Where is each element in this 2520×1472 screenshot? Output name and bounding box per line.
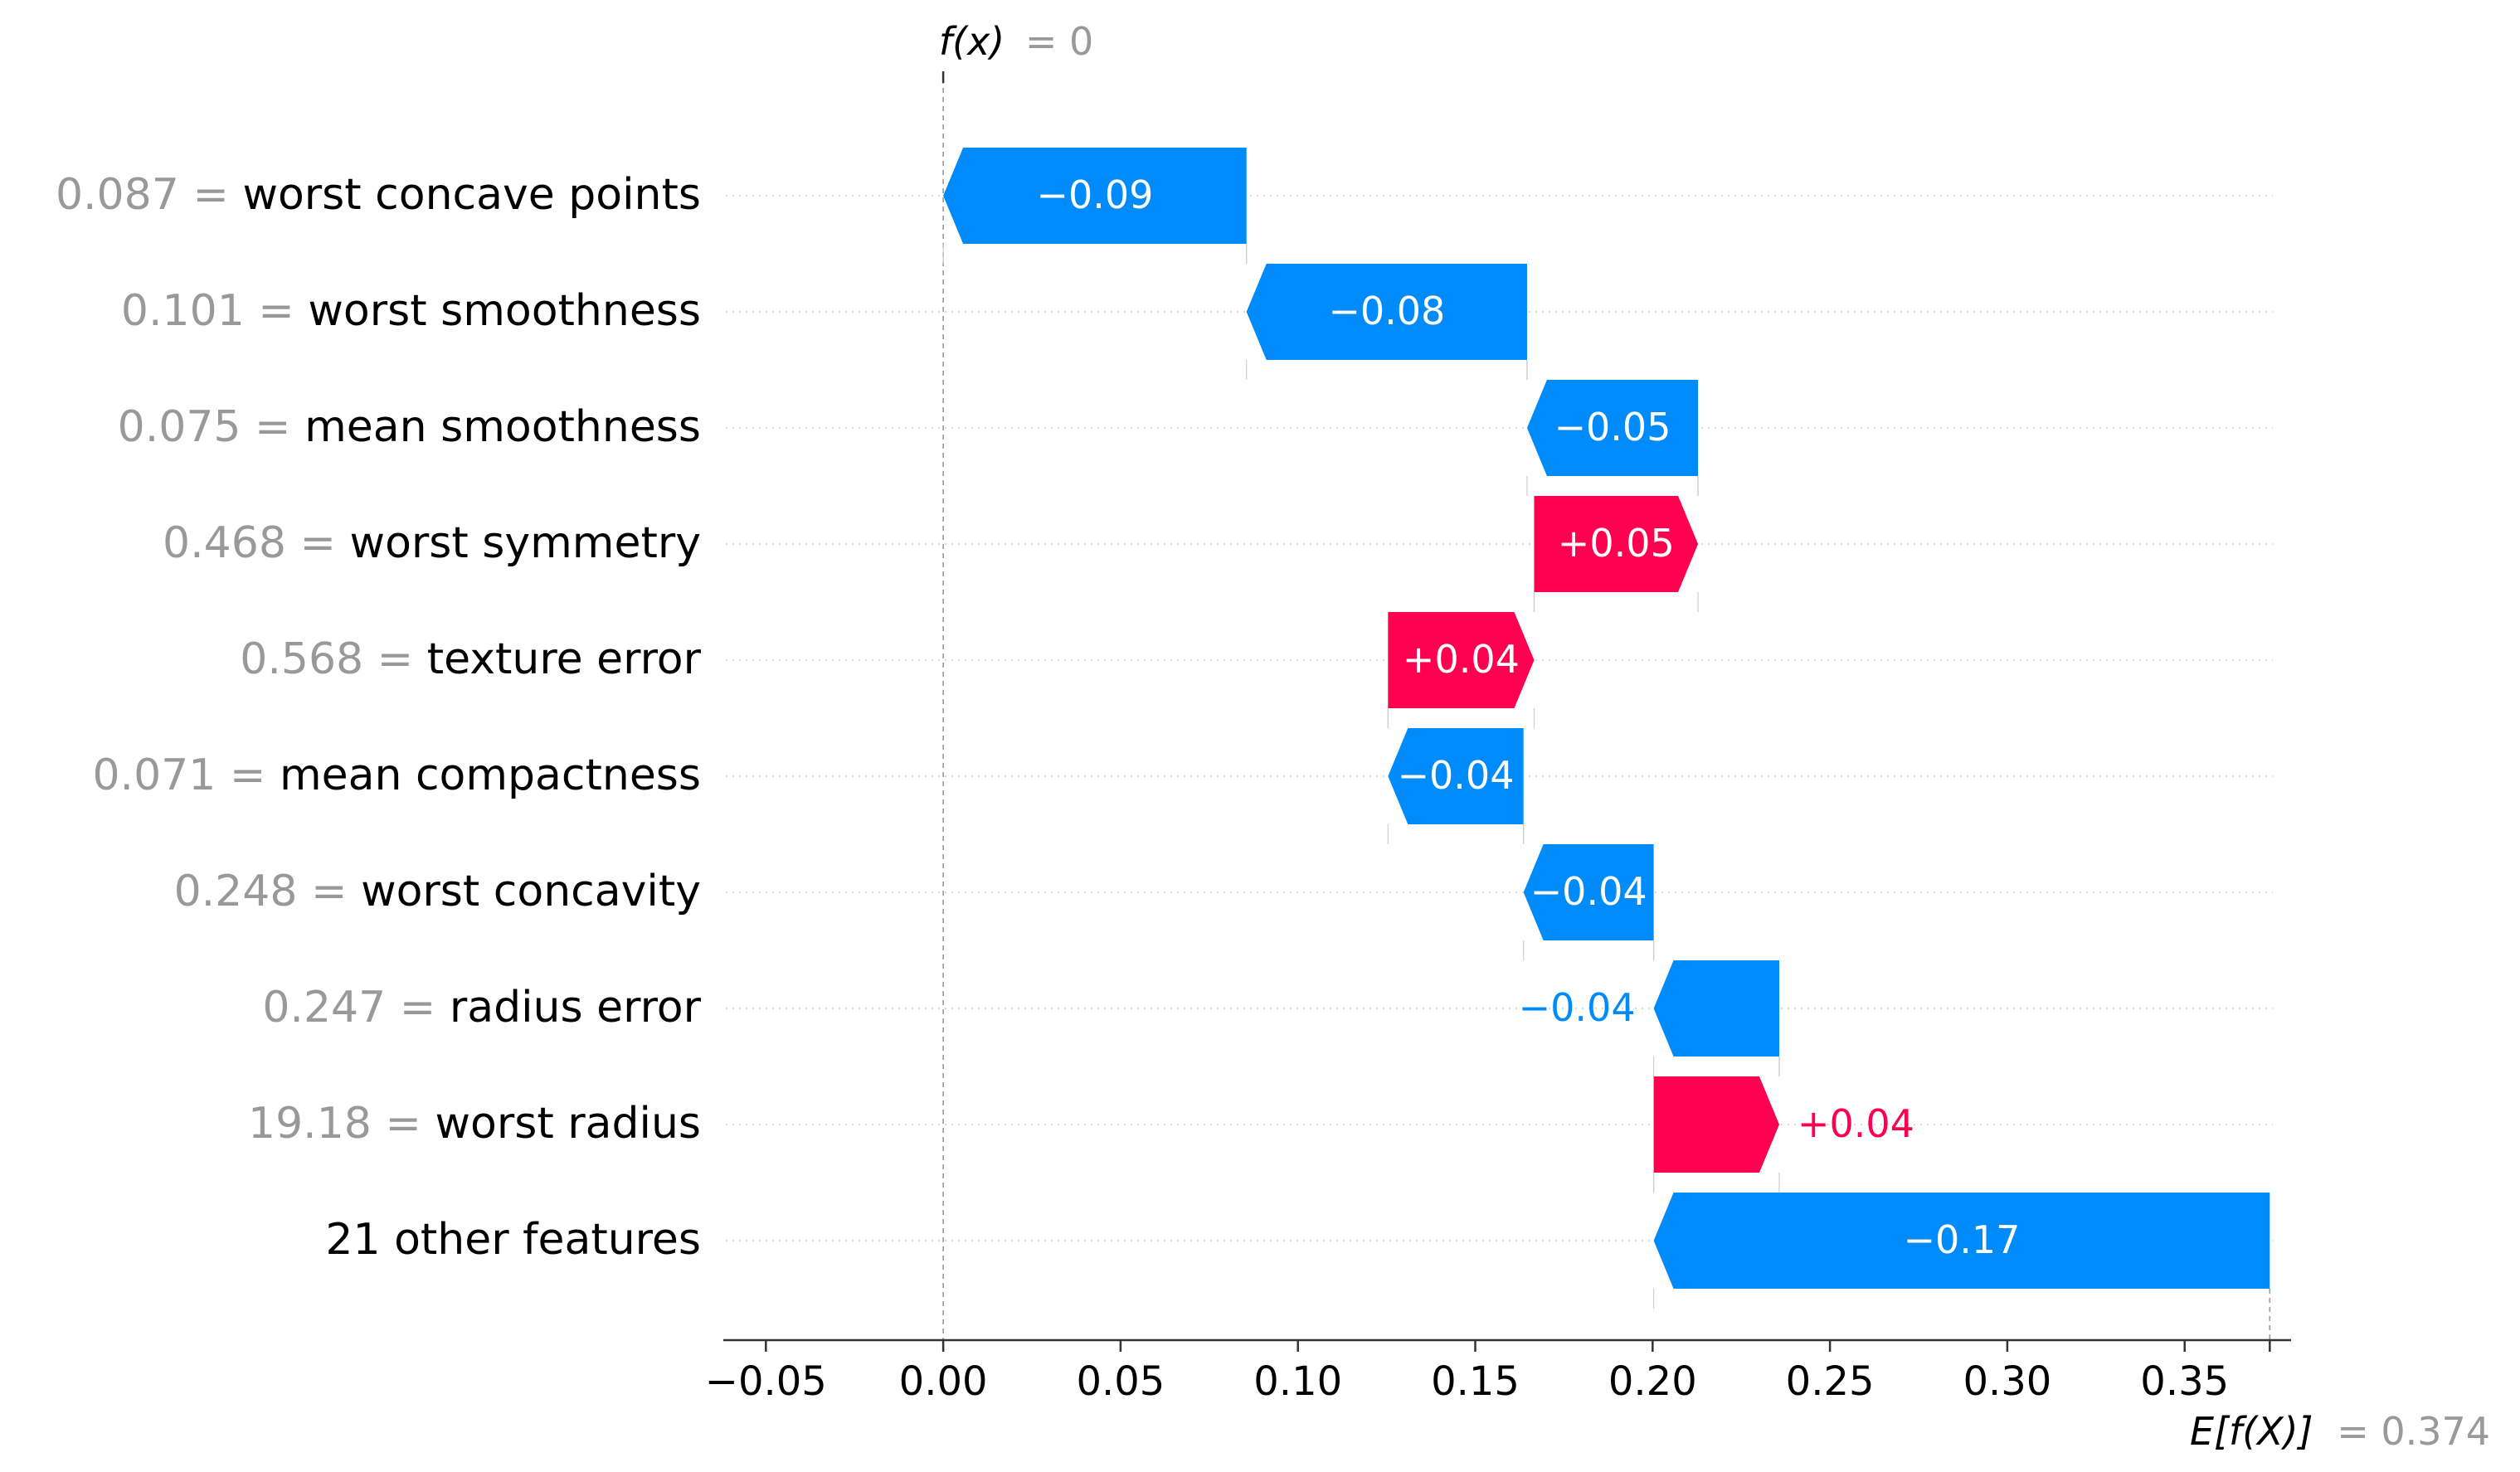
feature-label: 19.18 = worst radius	[248, 1099, 701, 1149]
x-tick-label: 0.35	[2140, 1358, 2229, 1405]
feature-name: mean compactness	[280, 751, 701, 800]
feature-value: 0.247 =	[262, 983, 450, 1032]
efx-annotation: E[f(X)] = 0.374	[2190, 1409, 2490, 1454]
feature-value: 0.101 =	[121, 286, 309, 336]
feature-value: 19.18 =	[248, 1099, 435, 1149]
efx-value: = 0.374	[2337, 1409, 2490, 1454]
feature-name: worst symmetry	[350, 518, 701, 568]
feature-value: 0.087 =	[56, 170, 243, 220]
feature-name: worst radius	[435, 1099, 701, 1149]
contribution-bar	[1388, 728, 1524, 824]
feature-name: worst smoothness	[308, 286, 701, 336]
feature-label: 0.247 = radius error	[262, 983, 701, 1032]
contribution-bar	[1653, 1076, 1779, 1173]
x-tick-label: 0.05	[1076, 1358, 1165, 1405]
contribution-bar	[943, 148, 1247, 244]
feature-label: 21 other features	[325, 1215, 701, 1265]
bar-value-label: −0.05	[1554, 405, 1671, 449]
feature-label: 0.087 = worst concave points	[56, 170, 701, 220]
feature-label: 0.101 = worst smoothness	[121, 286, 701, 336]
fx-annotation: f(x) = 0	[939, 19, 1093, 64]
feature-label: 0.568 = texture error	[240, 634, 701, 684]
x-tick-label: 0.20	[1608, 1358, 1697, 1405]
bar-value-label: −0.04	[1398, 753, 1515, 798]
feature-name: mean smoothness	[304, 402, 701, 452]
contribution-bar	[1534, 496, 1699, 592]
bar-value-label: −0.09	[1036, 172, 1153, 217]
feature-name: texture error	[427, 634, 702, 684]
feature-label: 0.075 = mean smoothness	[118, 402, 701, 452]
contribution-bar	[1653, 1193, 2270, 1289]
x-tick-label: −0.05	[705, 1358, 827, 1405]
feature-label: 0.248 = worst concavity	[174, 867, 701, 916]
bar-value-label: +0.04	[1798, 1101, 1914, 1146]
label-layer: 0.087 = worst concave points −0.09 0.101 =…	[56, 170, 2021, 1265]
connector-layer	[942, 244, 1780, 1309]
bar-layer	[943, 148, 2270, 1289]
feature-name: worst concavity	[361, 867, 701, 916]
feature-value: 0.568 =	[240, 634, 427, 684]
feature-label: 0.468 = worst symmetry	[163, 518, 701, 568]
bar-value-label: −0.08	[1328, 289, 1445, 333]
feature-value: 0.248 =	[174, 867, 362, 916]
fx-label: f(x)	[939, 19, 1005, 64]
feature-value: 0.071 =	[92, 751, 280, 800]
feature-value: 0.468 =	[163, 518, 350, 568]
contribution-bar	[1653, 960, 1779, 1057]
x-tick-label: 0.30	[1963, 1358, 2051, 1405]
x-axis-ticks: −0.05 0.00 0.05 0.10 0.15 0.20 0.25 0.30 0.35	[705, 1340, 2229, 1405]
efx-label: E[f(X)]	[2190, 1409, 2313, 1454]
grid-layer	[726, 79, 2273, 1340]
feature-label: 0.071 = mean compactness	[92, 751, 701, 800]
feature-name: worst concave points	[242, 170, 701, 220]
x-tick-label: 0.25	[1786, 1358, 1875, 1405]
x-tick-label: 0.15	[1431, 1358, 1520, 1405]
contribution-bar	[1523, 844, 1654, 940]
x-tick-label: 0.00	[899, 1358, 988, 1405]
bar-value-label: −0.04	[1519, 985, 1636, 1030]
feature-value: 0.075 =	[118, 402, 305, 452]
bar-value-label: +0.05	[1558, 521, 1675, 566]
bar-value-label: −0.04	[1530, 869, 1647, 914]
bar-value-label: +0.04	[1403, 637, 1520, 682]
contribution-bar	[1526, 380, 1699, 476]
bar-value-label: −0.17	[1903, 1217, 2020, 1262]
feature-name: radius error	[450, 983, 702, 1032]
contribution-bar	[1388, 612, 1535, 708]
feature-name: 21 other features	[325, 1215, 701, 1265]
contribution-bar	[1246, 264, 1527, 360]
fx-value: = 0	[1025, 19, 1093, 64]
x-tick-label: 0.10	[1253, 1358, 1342, 1405]
